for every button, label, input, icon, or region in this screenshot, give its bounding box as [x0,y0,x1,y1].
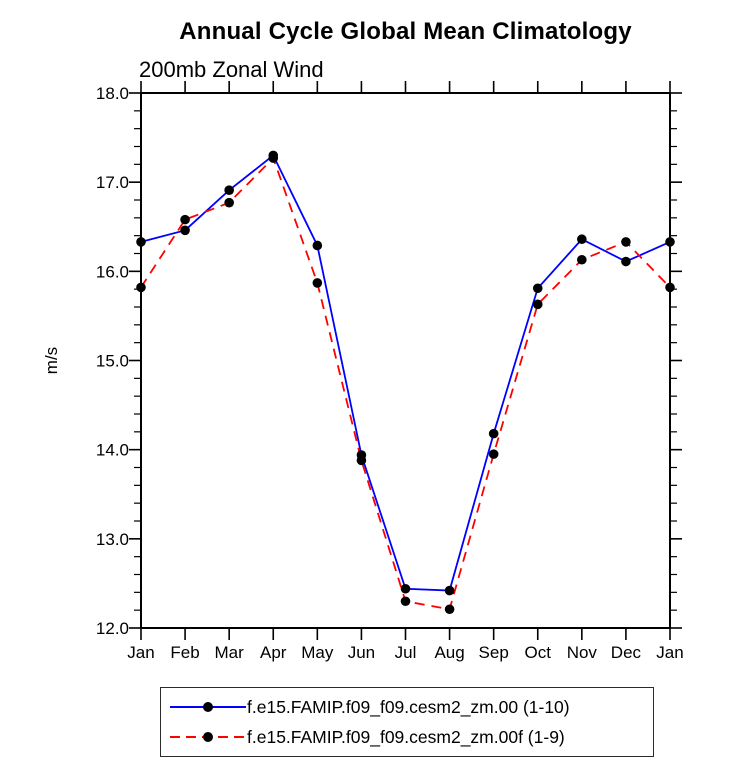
y-axis-tick-label: 14.0 [96,441,129,460]
annual-cycle-line-chart: 12.0 13.0 14.0 15.0 16.0 17.0 18.0 Jan Feb Mar Apr… [42,81,684,662]
data-point-marker [136,282,146,293]
x-axis-tick-label: Nov [567,643,598,662]
y-axis-tick-label: 18.0 [96,84,129,103]
legend: f.e15.FAMIP.f09_f09.cesm2_zm.00 (1-10) f… [160,687,654,757]
data-point-marker [577,234,587,245]
data-point-marker [665,282,675,293]
data-point-marker [400,583,411,594]
x-axis-tick-label: Feb [170,643,199,662]
data-point-marker [400,596,411,607]
data-point-marker [356,455,367,466]
data-point-marker [268,153,279,163]
data-point-marker [224,185,234,195]
series-line-0 [140,154,671,592]
y-axis-tick-label: 15.0 [96,352,129,371]
data-point-marker [224,197,234,208]
series-line-1 [140,156,671,611]
y-axis-title: m/s [42,347,61,374]
x-axis-tick-label: Sep [479,643,509,662]
legend-label: f.e15.FAMIP.f09_f09.cesm2_zm.00 (1-10) [247,696,570,717]
data-point-marker [621,256,631,267]
x-axis-tick-label: Jan [656,643,683,662]
x-axis-tick-label: Mar [215,643,245,662]
data-point-marker [312,278,323,288]
x-axis-tick-label: Jun [348,643,375,662]
x-axis-tick-label: Jan [127,643,154,662]
y-axis-tick-label: 13.0 [96,530,129,549]
legend-sample-marker [203,702,213,712]
x-axis-tick-label: May [301,643,334,662]
data-point-marker [444,604,455,615]
data-point-marker [532,299,543,310]
x-axis-tick-label: Dec [611,643,642,662]
y-axis-tick-label: 12.0 [96,619,129,638]
data-point-marker [621,237,631,247]
legend-label: f.e15.FAMIP.f09_f09.cesm2_zm.00f (1-9) [247,726,565,747]
data-point-marker [532,283,543,294]
data-point-marker [488,449,499,459]
plot-frame [140,92,671,629]
legend-sample-marker [203,732,213,742]
x-axis-tick-label: Aug [434,643,464,662]
legend-entry-series-1: f.e15.FAMIP.f09_f09.cesm2_zm.00f (1-9) [169,722,653,752]
legend-line-sample-dashed-red [170,732,246,742]
y-axis-tick-label: 17.0 [96,173,129,192]
x-axis-tick-label: Apr [260,643,287,662]
data-point-marker [444,585,455,596]
data-point-marker [136,237,146,247]
data-point-marker [180,225,190,236]
y-axis-tick-label: 16.0 [96,262,129,281]
x-axis-tick-label: Oct [525,643,552,662]
data-point-marker [312,240,323,251]
data-point-marker [488,428,499,439]
data-point-marker [577,254,587,265]
legend-line-sample-solid-blue [170,702,246,712]
data-point-marker [665,237,675,247]
data-point-marker [180,214,190,225]
x-axis-tick-label: Jul [395,643,417,662]
chart-title: Annual Cycle Global Mean Climatology [179,18,632,45]
chart-subtitle: 200mb Zonal Wind [139,57,324,82]
legend-entry-series-0: f.e15.FAMIP.f09_f09.cesm2_zm.00 (1-10) [169,692,653,722]
